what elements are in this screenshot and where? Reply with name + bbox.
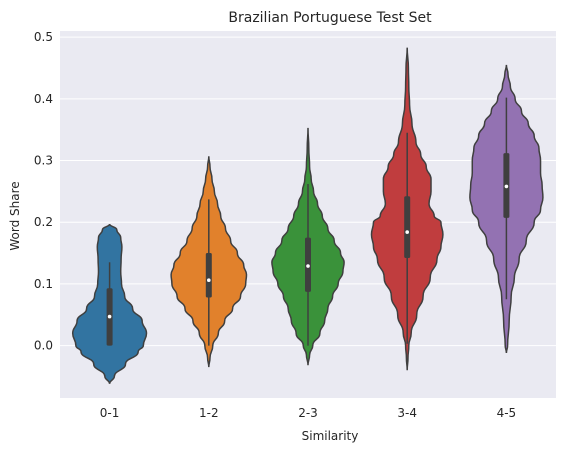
violin-3-4 — [370, 47, 444, 371]
y-tick-label: 0.2 — [34, 215, 53, 229]
violin-1-2 — [170, 156, 248, 368]
y-tick-label: 0.0 — [34, 339, 53, 353]
violin-0-1 — [71, 223, 148, 384]
violin-2-3 — [271, 127, 345, 366]
y-tick-label: 0.4 — [34, 92, 53, 106]
violin-median — [306, 264, 310, 268]
y-tick-label: 0.3 — [34, 154, 53, 168]
x-tick-label: 1-2 — [199, 406, 219, 420]
violins — [71, 47, 544, 384]
y-tick-label: 0.5 — [34, 30, 53, 44]
violin-iqr-box — [205, 253, 212, 298]
x-axis-ticks: 0-1 1-2 2-3 3-4 4-5 — [100, 406, 516, 420]
y-axis-ticks: 0.0 0.1 0.2 0.3 0.4 0.5 — [34, 30, 53, 352]
violin-iqr-box — [404, 196, 411, 258]
violin-median — [207, 278, 211, 282]
y-tick-label: 0.1 — [34, 277, 53, 291]
violin-4-5 — [469, 64, 544, 353]
y-axis-label: Word Share — [8, 181, 22, 250]
violin-median — [405, 230, 410, 234]
x-tick-label: 2-3 — [298, 406, 318, 420]
x-tick-label: 3-4 — [397, 406, 417, 420]
violin-median — [107, 314, 112, 319]
x-tick-label: 4-5 — [497, 406, 517, 420]
x-axis-label: Similarity — [302, 429, 359, 443]
chart-title: Brazilian Portuguese Test Set — [228, 10, 432, 26]
violin-median — [504, 184, 509, 189]
x-tick-label: 0-1 — [100, 406, 120, 420]
